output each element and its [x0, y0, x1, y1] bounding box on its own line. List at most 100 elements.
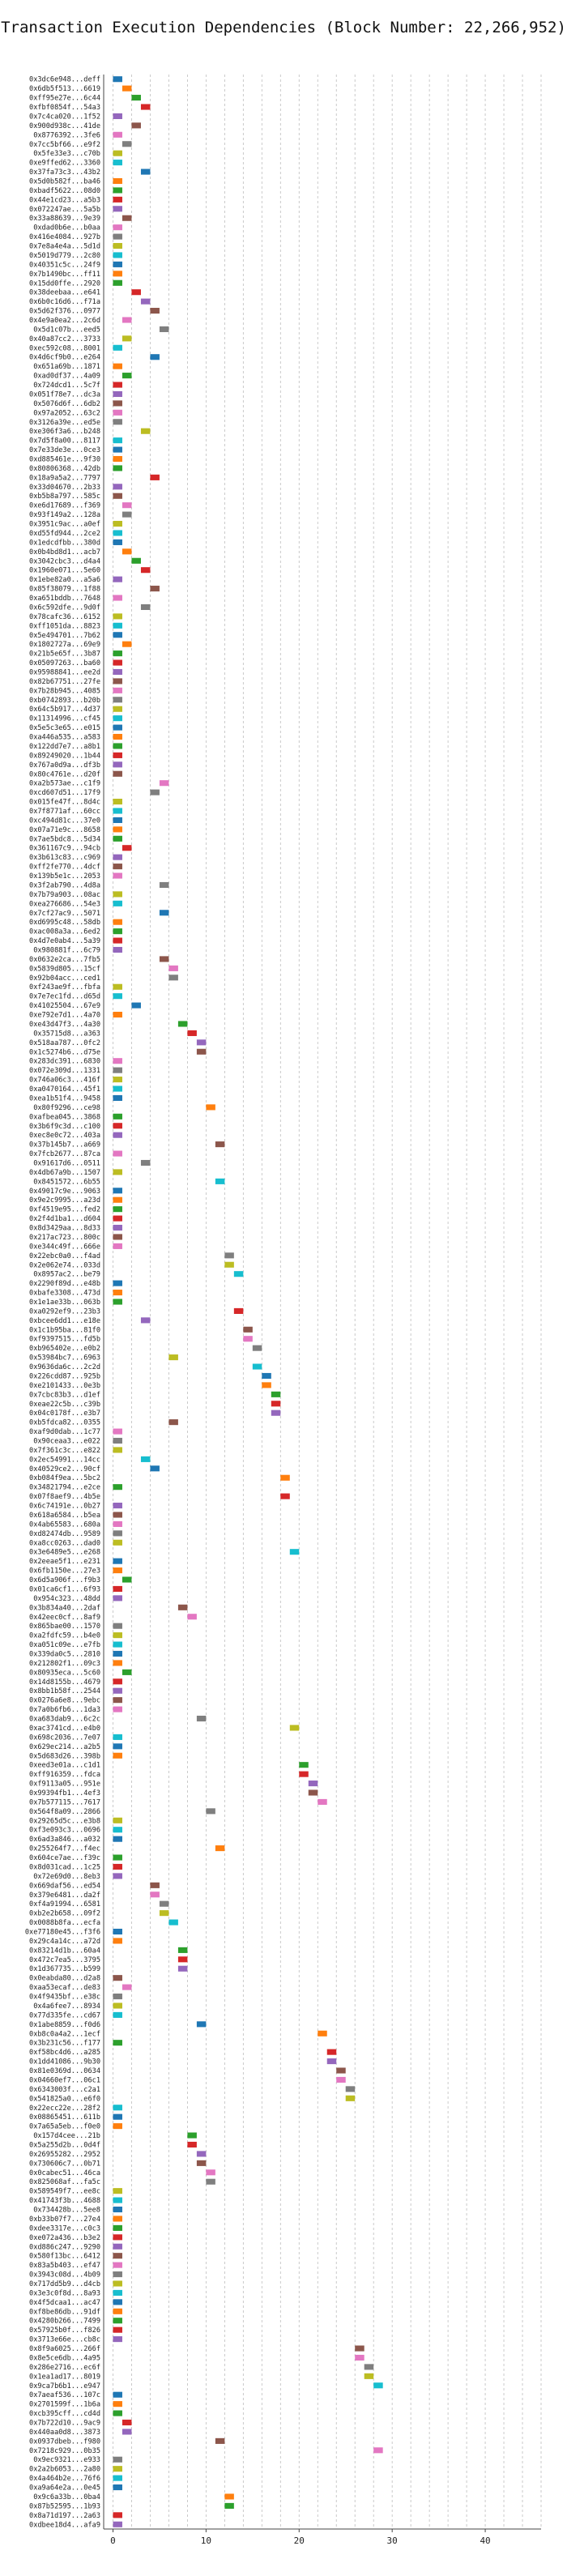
transaction-label: 0xb965402e...e0b2 — [29, 1345, 100, 1353]
transaction-label: 0x44e1cd23...a5b3 — [29, 196, 100, 204]
execution-bar — [113, 761, 122, 768]
transaction-label: 0x3b231c56...f177 — [29, 2040, 100, 2048]
execution-bar — [113, 1827, 122, 1833]
transaction-label: 0xd885461e...9f30 — [29, 456, 100, 464]
transaction-label: 0xff95e27e...6c44 — [29, 95, 100, 103]
execution-bar — [113, 1632, 122, 1639]
execution-bar — [364, 2364, 374, 2370]
transaction-label: 0x746a06c3...416f — [29, 1077, 100, 1085]
transaction-label: 0x92b04acc...ced1 — [29, 975, 100, 983]
transaction-label: 0xa651bddb...7648 — [29, 595, 100, 603]
transaction-label: 0xa2b573ae...c1f9 — [29, 780, 100, 788]
transaction-label: 0x669daf56...ed54 — [29, 1882, 100, 1890]
execution-bar — [168, 965, 178, 971]
transaction-label: 0xe344c49f...666e — [29, 1243, 100, 1251]
execution-bar — [280, 1474, 290, 1481]
execution-bar — [122, 141, 132, 147]
execution-bar — [177, 1956, 188, 1963]
execution-bar — [122, 511, 132, 518]
transaction-label: 0x7e8a4e4a...5d1d — [29, 243, 100, 251]
transaction-label: 0x29265d5c...e3b8 — [29, 1817, 100, 1825]
execution-bar — [224, 1252, 234, 1259]
execution-bar — [159, 910, 169, 916]
transaction-label: 0xd55fd944...2ce2 — [29, 530, 100, 538]
execution-bar — [113, 799, 122, 805]
execution-bar — [224, 1261, 234, 1268]
transaction-label: 0x361167c9...94cb — [29, 845, 100, 853]
execution-bar — [113, 2011, 122, 2018]
transaction-label: 0x980881f...6c79 — [33, 947, 100, 955]
execution-bar — [113, 752, 122, 758]
transaction-label: 0x04660ef7...06c1 — [29, 2076, 100, 2084]
transaction-label: 0x35715d8...a363 — [33, 1030, 100, 1038]
transaction-label: 0x33d04670...2b33 — [29, 484, 100, 492]
execution-bar — [113, 1058, 122, 1064]
transaction-label: 0x3042cbc3...d4a4 — [29, 557, 100, 565]
execution-bar — [113, 1567, 122, 1574]
execution-bar — [224, 2502, 234, 2509]
transaction-label: 0x1c5274b6...d75e — [29, 1048, 100, 1056]
transaction-label: 0x4d6cf9b0...e264 — [29, 354, 100, 362]
execution-bar — [159, 956, 169, 962]
execution-bar — [113, 576, 122, 582]
transaction-label: 0x9c6a33b...0ba4 — [33, 2493, 100, 2501]
execution-bar — [159, 881, 169, 889]
transaction-label: 0x157d4cee...21b — [33, 2132, 100, 2140]
transaction-label: 0x97a2052...63c2 — [33, 409, 100, 417]
execution-bar — [122, 502, 132, 509]
transaction-label: 0x87b52595...1b93 — [29, 2502, 100, 2510]
transaction-label: 0x40a87cc2...3733 — [29, 335, 100, 343]
transaction-label: 0x5e5c3e65...e015 — [29, 724, 100, 732]
transaction-label: 0x1e1ae33b...063b — [29, 1299, 100, 1307]
execution-bar — [113, 2521, 122, 2527]
execution-bar — [113, 2456, 122, 2463]
transaction-label: 0x0276a6e8...9ebc — [29, 1697, 100, 1705]
execution-bar — [113, 1863, 122, 1870]
execution-bar — [187, 1030, 197, 1036]
execution-bar — [113, 465, 122, 471]
transaction-label: 0x255264f7...f4ec — [29, 1845, 100, 1853]
transaction-label: 0xf3e093c3...0696 — [29, 1827, 100, 1835]
transaction-label: 0x283dc391...6830 — [29, 1058, 100, 1066]
execution-bar — [113, 946, 122, 953]
execution-bar — [140, 428, 151, 434]
execution-bar — [373, 2382, 383, 2389]
transaction-label: 0x416e4084...927b — [29, 233, 100, 241]
transaction-label: 0xf9397515...fd5b — [29, 1336, 100, 1344]
transaction-label: 0xec592c08...8001 — [29, 344, 100, 352]
execution-bar — [131, 1002, 141, 1009]
transaction-label: 0xad0df37...4a09 — [33, 373, 100, 381]
transaction-label: 0x564f8a09...2866 — [29, 1808, 100, 1816]
transaction-label: 0x34821794...e2ce — [29, 1484, 100, 1492]
execution-bar — [113, 1687, 122, 1694]
transaction-label: 0x1ebe82a0...a5a6 — [29, 576, 100, 584]
execution-bar — [113, 678, 122, 685]
execution-bar — [113, 1077, 122, 1083]
execution-bar — [233, 1271, 244, 1277]
transaction-label: 0x3951c9ac...a0ef — [29, 521, 100, 529]
execution-bar — [215, 2437, 225, 2444]
execution-bar — [113, 2391, 122, 2398]
transaction-label: 0x2ec54991...14cc — [29, 1456, 100, 1464]
execution-bar — [122, 335, 132, 342]
execution-bar — [326, 2049, 337, 2055]
transaction-label: 0x57925b0f...f826 — [29, 2327, 100, 2335]
transaction-label: 0x38deebaa...e641 — [29, 289, 100, 297]
execution-bar — [122, 1576, 132, 1583]
transaction-label: 0x8957ac2...be79 — [33, 1271, 100, 1279]
execution-bar — [177, 1604, 188, 1610]
execution-bar — [140, 603, 151, 610]
transaction-label: 0x4a6fee7...8934 — [33, 2002, 100, 2011]
transaction-label: 0x8e5ce6db...4a95 — [29, 2354, 100, 2362]
execution-bar — [113, 1752, 122, 1759]
execution-bar — [113, 1290, 122, 1296]
execution-bar — [113, 632, 122, 638]
execution-bar — [113, 271, 122, 277]
transaction-label: 0x6b0c16d6...f71a — [29, 298, 100, 306]
tick-layer: 0 10 20 30 40 — [110, 2529, 491, 2546]
transaction-label: 0x89249020...1b44 — [29, 752, 100, 760]
transaction-label: 0xcd607d51...17f9 — [29, 789, 100, 797]
transaction-label: 0x3e3c0f8d...8a93 — [29, 2289, 100, 2297]
transaction-label: 0xb5fdca82...0355 — [29, 1419, 100, 1427]
transaction-label: 0x6d5a906f...f9b3 — [29, 1576, 100, 1584]
